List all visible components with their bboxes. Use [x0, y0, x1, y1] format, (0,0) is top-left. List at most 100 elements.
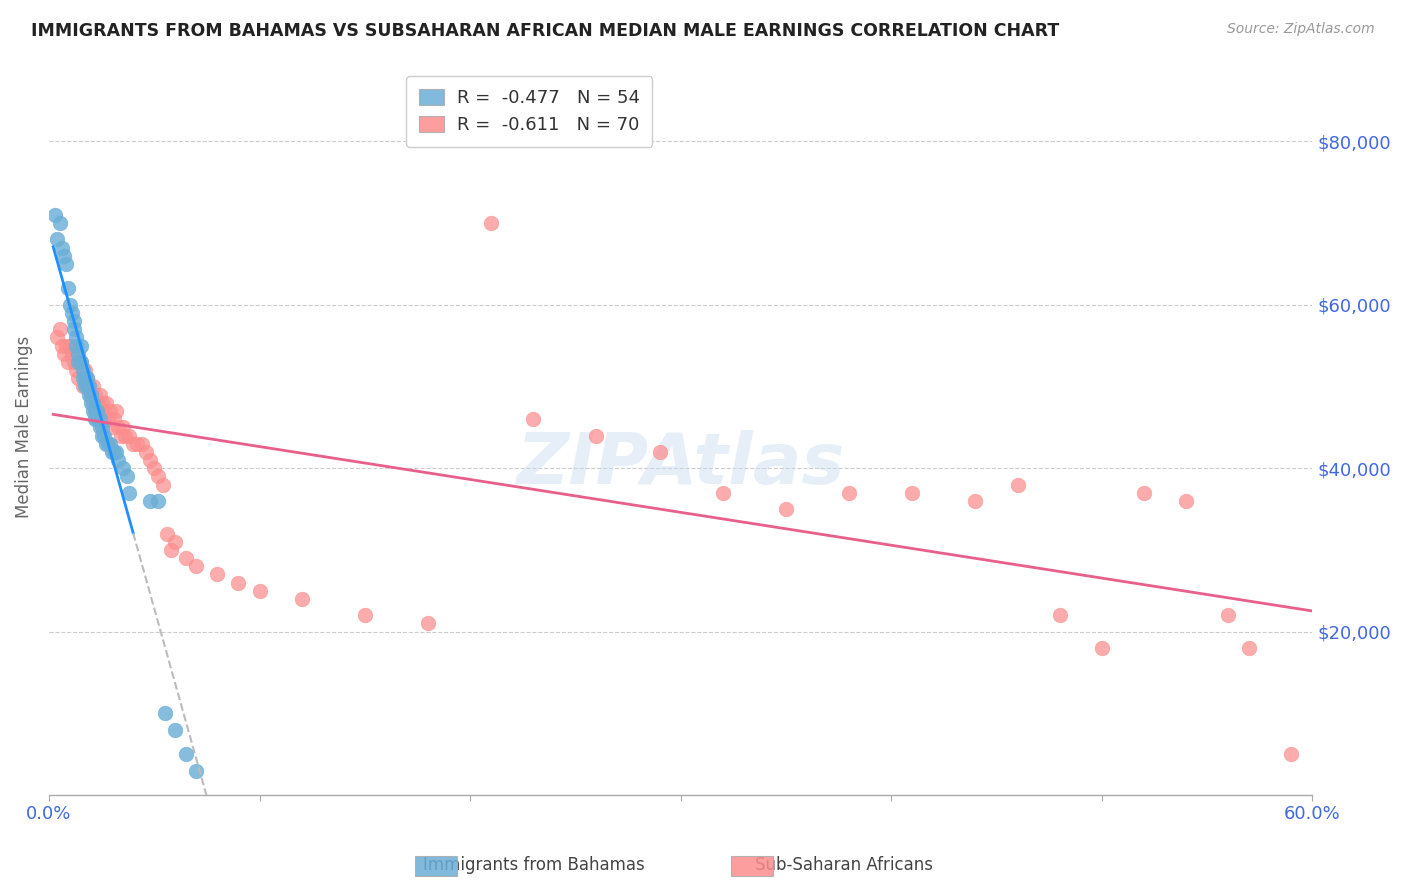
Point [165, 534, 187, 549]
Point [67, 347, 90, 361]
Point [94, 396, 117, 410]
Point [90, 420, 112, 434]
Text: Immigrants from Bahamas: Immigrants from Bahamas [423, 856, 645, 874]
Point [73, 379, 96, 393]
Point [1218, 608, 1240, 623]
Point [522, 412, 544, 426]
Point [1007, 477, 1029, 491]
Point [107, 453, 129, 467]
Point [84, 387, 107, 401]
Point [127, 436, 149, 450]
Point [67, 355, 90, 369]
Point [48, 216, 70, 230]
Point [711, 485, 734, 500]
Point [775, 502, 797, 516]
Point [65, 330, 87, 344]
Point [59, 298, 82, 312]
Point [52, 347, 75, 361]
Point [73, 371, 96, 385]
Point [416, 616, 439, 631]
Point [86, 404, 108, 418]
Point [153, 706, 176, 721]
Text: Sub-Saharan Africans: Sub-Saharan Africans [755, 856, 932, 874]
Point [648, 445, 671, 459]
Point [1049, 608, 1071, 623]
Point [63, 355, 86, 369]
Point [148, 469, 170, 483]
Point [98, 436, 121, 450]
Point [72, 371, 94, 385]
Point [1133, 485, 1156, 500]
Legend: R =  -0.477   N = 54, R =  -0.611   N = 70: R = -0.477 N = 54, R = -0.611 N = 70 [406, 76, 652, 147]
Point [76, 379, 98, 393]
Point [105, 445, 128, 459]
Point [93, 404, 115, 418]
Point [69, 355, 91, 369]
Point [143, 461, 166, 475]
Point [1237, 640, 1260, 655]
Point [44, 208, 66, 222]
Point [165, 723, 187, 737]
Point [55, 257, 77, 271]
Point [1279, 747, 1302, 762]
Point [148, 494, 170, 508]
Point [86, 396, 108, 410]
Point [585, 428, 607, 442]
Point [94, 436, 117, 450]
Point [80, 396, 103, 410]
Point [77, 387, 100, 401]
Point [353, 608, 375, 623]
Point [89, 412, 111, 426]
Point [90, 428, 112, 442]
Point [76, 371, 98, 385]
Point [139, 494, 162, 508]
Point [97, 436, 120, 450]
Point [228, 575, 250, 590]
Point [65, 363, 87, 377]
Point [111, 461, 134, 475]
Point [174, 551, 197, 566]
Point [965, 494, 987, 508]
Point [51, 241, 73, 255]
Point [56, 281, 79, 295]
Point [114, 428, 136, 442]
Point [101, 420, 124, 434]
Point [77, 379, 100, 393]
Point [89, 387, 111, 401]
Point [60, 306, 83, 320]
Point [82, 379, 104, 393]
Point [84, 412, 107, 426]
Y-axis label: Median Male Earnings: Median Male Earnings [15, 336, 32, 518]
Text: ZIPAtlas: ZIPAtlas [516, 430, 845, 499]
Point [901, 485, 924, 500]
Point [98, 404, 121, 418]
Point [55, 338, 77, 352]
Point [69, 355, 91, 369]
Point [131, 436, 153, 450]
Point [82, 396, 104, 410]
Point [89, 420, 111, 434]
Point [160, 542, 183, 557]
Point [80, 387, 103, 401]
Point [86, 412, 108, 426]
Point [103, 412, 125, 426]
Point [139, 453, 162, 467]
Point [60, 347, 83, 361]
Point [63, 314, 86, 328]
Text: Source: ZipAtlas.com: Source: ZipAtlas.com [1227, 22, 1375, 37]
Point [72, 379, 94, 393]
Point [67, 371, 90, 385]
Point [118, 428, 141, 442]
Point [186, 764, 208, 778]
Point [249, 583, 271, 598]
Point [76, 371, 98, 385]
Point [51, 338, 73, 352]
Point [82, 404, 104, 418]
Point [122, 436, 145, 450]
Point [107, 420, 129, 434]
Point [84, 404, 107, 418]
Point [48, 322, 70, 336]
Point [103, 445, 125, 459]
Point [77, 379, 100, 393]
Point [118, 485, 141, 500]
